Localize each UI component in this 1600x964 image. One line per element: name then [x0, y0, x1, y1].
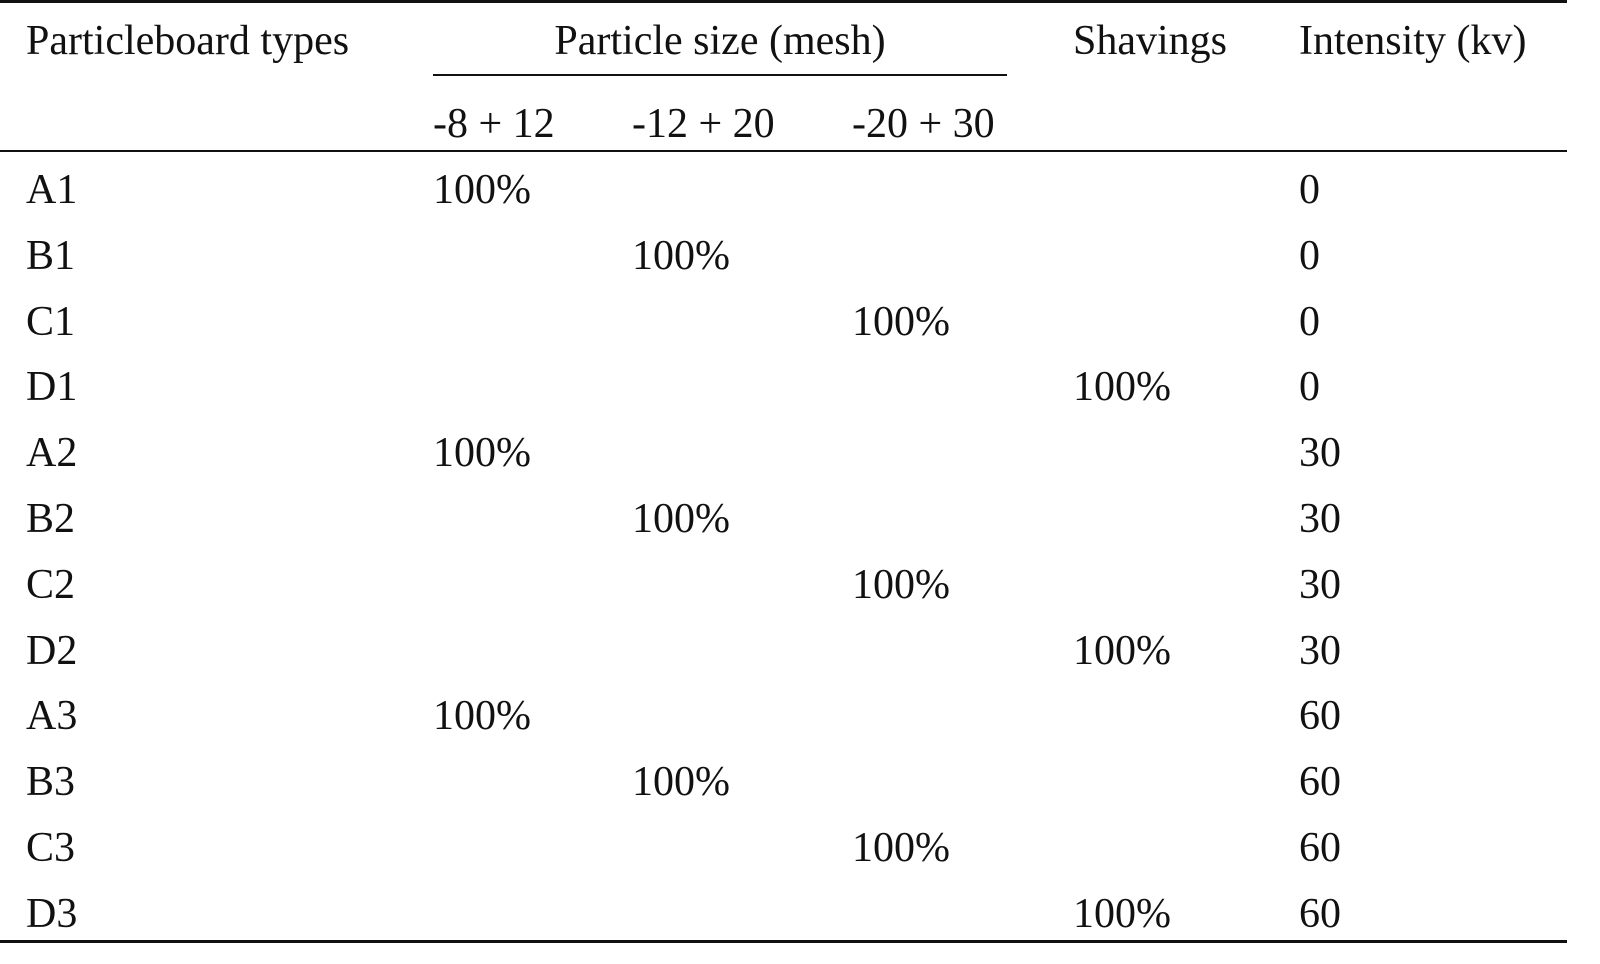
cell-shavings: 100%: [1073, 891, 1171, 937]
cell-intensity: 60: [1299, 759, 1341, 805]
header-mesh-3: -20 + 30: [852, 101, 995, 147]
cell-mesh-1: 100%: [433, 430, 531, 476]
cell-intensity: 30: [1299, 430, 1341, 476]
particle-size-group-rule: [433, 74, 1007, 76]
cell-mesh-3: 100%: [852, 825, 950, 871]
header-mesh-1: -8 + 12: [433, 101, 555, 147]
cell-type: C1: [26, 299, 76, 345]
cell-shavings: 100%: [1073, 628, 1171, 674]
cell-type: D3: [26, 891, 78, 937]
cell-intensity: 60: [1299, 693, 1341, 739]
cell-type: D2: [26, 628, 78, 674]
header-intensity: Intensity (kv): [1299, 18, 1527, 64]
cell-type: C3: [26, 825, 76, 871]
cell-mesh-3: 100%: [852, 562, 950, 608]
cell-mesh-2: 100%: [632, 233, 730, 279]
cell-mesh-1: 100%: [433, 693, 531, 739]
cell-intensity: 0: [1299, 364, 1320, 410]
header-particle-size: Particle size (mesh): [554, 18, 886, 64]
cell-type: B3: [26, 759, 76, 805]
table-bottom-rule: [0, 940, 1567, 943]
cell-mesh-2: 100%: [632, 759, 730, 805]
cell-intensity: 60: [1299, 825, 1341, 871]
particleboard-table: Particleboard types Particle size (mesh)…: [0, 0, 1567, 943]
cell-intensity: 0: [1299, 167, 1320, 213]
cell-mesh-2: 100%: [632, 496, 730, 542]
header-bottom-rule: [0, 150, 1567, 152]
cell-intensity: 60: [1299, 891, 1341, 937]
cell-intensity: 30: [1299, 628, 1341, 674]
cell-intensity: 30: [1299, 496, 1341, 542]
cell-intensity: 0: [1299, 299, 1320, 345]
cell-type: A3: [26, 693, 78, 739]
cell-intensity: 30: [1299, 562, 1341, 608]
cell-type: D1: [26, 364, 78, 410]
cell-type: B2: [26, 496, 76, 542]
cell-mesh-3: 100%: [852, 299, 950, 345]
cell-mesh-1: 100%: [433, 167, 531, 213]
cell-type: B1: [26, 233, 76, 279]
cell-intensity: 0: [1299, 233, 1320, 279]
cell-type: A1: [26, 167, 78, 213]
cell-type: C2: [26, 562, 76, 608]
cell-shavings: 100%: [1073, 364, 1171, 410]
header-shavings: Shavings: [1073, 18, 1228, 64]
cell-type: A2: [26, 430, 78, 476]
header-mesh-2: -12 + 20: [632, 101, 775, 147]
table-top-rule: [0, 0, 1567, 3]
header-particleboard-types: Particleboard types: [26, 18, 350, 64]
